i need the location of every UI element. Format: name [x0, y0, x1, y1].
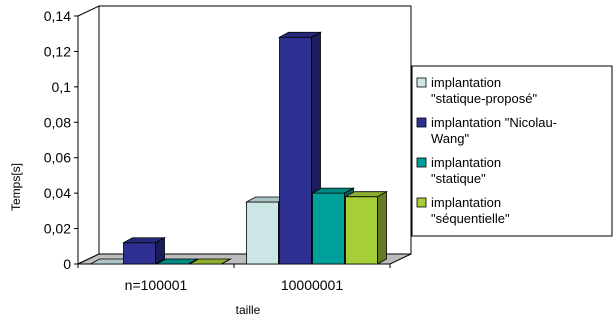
legend-item: implantation "Nicolau-Wang" — [416, 115, 557, 146]
legend-swatch — [416, 157, 427, 168]
x-axis-categories: n=100001 10000001 — [77, 264, 391, 293]
legend-swatch — [416, 197, 427, 208]
bar-side — [155, 237, 165, 265]
bar-side — [377, 191, 387, 265]
legend: implantation "statique-proposé" implantati… — [411, 65, 613, 237]
bar-front — [123, 242, 156, 265]
bar — [154, 258, 200, 265]
bar — [121, 237, 167, 265]
y-tick-label: 0,08 — [44, 114, 71, 130]
legend-swatch — [416, 117, 427, 128]
y-tick-label: 0,04 — [44, 185, 71, 201]
bars — [88, 31, 389, 265]
bar — [277, 31, 323, 265]
x-axis-title: taille — [236, 303, 261, 317]
bar-front — [279, 36, 312, 265]
legend-label: implantation "statique-proposé" — [431, 75, 537, 106]
x-category-label: n=100001 — [125, 277, 188, 293]
y-tick-label: 0,14 — [44, 8, 71, 24]
bar-front — [246, 201, 279, 265]
y-tick-label: 0,1 — [52, 79, 72, 95]
x-category-label: 10000001 — [281, 277, 344, 293]
bar-side — [188, 258, 198, 265]
y-tick-label: 0,02 — [44, 221, 71, 237]
bar — [343, 191, 389, 265]
bar-front — [312, 192, 345, 265]
legend-item: implantation "séquentielle" — [416, 195, 510, 226]
legend-item: implantation "statique-proposé" — [416, 75, 537, 106]
legend-label: implantation "séquentielle" — [431, 195, 510, 226]
legend-swatch — [416, 77, 427, 88]
y-tick-label: 0,12 — [44, 43, 71, 59]
y-tick-label: 0,06 — [44, 150, 71, 166]
legend-label: implantation "Nicolau-Wang" — [431, 115, 557, 146]
y-axis: 0 0,02 0,04 0,06 0,08 0,1 0,12 0,14 — [44, 8, 79, 272]
legend-item: implantation "statique" — [416, 155, 501, 186]
side-wall — [77, 5, 100, 265]
legend-label: implantation "statique" — [431, 155, 501, 186]
legend-box — [411, 65, 613, 237]
bar-front — [345, 196, 378, 265]
bar — [187, 258, 233, 265]
y-axis-title: Temps[s] — [9, 163, 23, 211]
y-tick-label: 0 — [63, 256, 71, 272]
bar-side — [221, 258, 231, 265]
